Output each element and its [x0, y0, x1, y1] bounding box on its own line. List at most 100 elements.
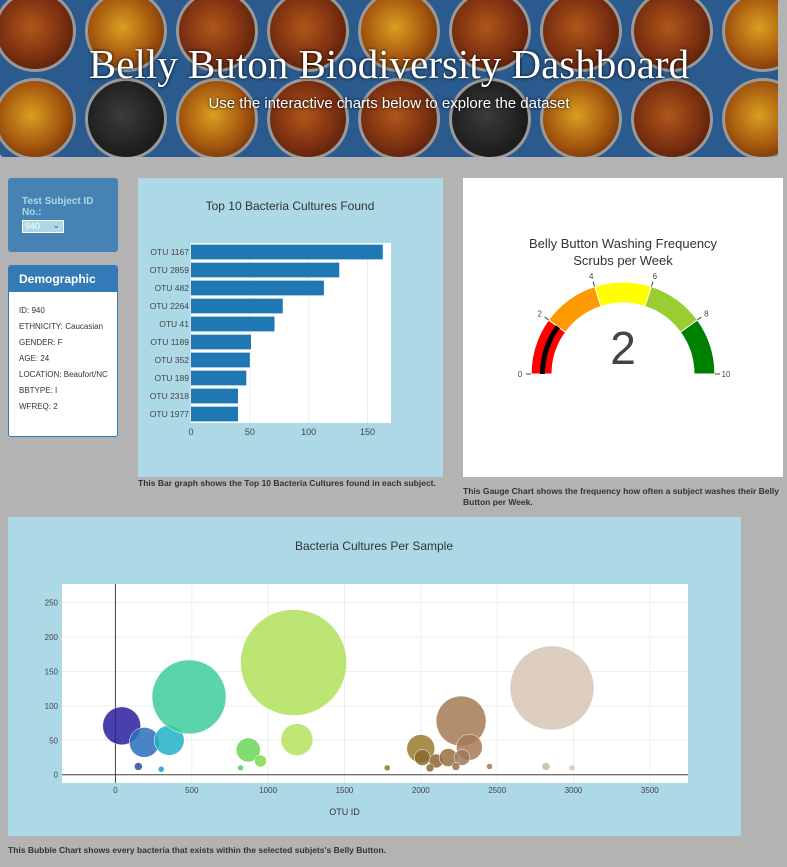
bar-y-tick-label: OTU 2859 — [150, 265, 189, 275]
petri-dish-image — [540, 0, 622, 72]
bar-y-tick-label: OTU 1977 — [150, 409, 189, 419]
gauge-chart[interactable]: Belly Button Washing Frequency Scrubs per… — [463, 178, 783, 477]
bubble-y-tick-label: 50 — [49, 736, 58, 745]
bubble-point — [254, 754, 267, 768]
gauge-tick — [544, 316, 549, 321]
bubble-point — [151, 659, 227, 735]
gauge-tick-label: 10 — [722, 370, 731, 379]
bubble-point — [425, 763, 435, 773]
bubble-point — [541, 762, 551, 771]
bubble-x-tick-label: 2000 — [412, 786, 430, 795]
bubble-point — [453, 749, 471, 766]
subject-id-value: 940 — [25, 221, 41, 231]
petri-dish-image — [267, 0, 349, 72]
chevron-down-icon: ⌄ — [52, 220, 60, 230]
petri-dish-image — [176, 0, 258, 72]
bubble-point — [486, 763, 493, 770]
bubble-x-tick-label: 500 — [185, 786, 199, 795]
bubble-point — [509, 645, 595, 731]
bar — [191, 280, 324, 296]
bubble-x-tick-label: 1000 — [259, 786, 277, 795]
gauge-tick-label: 4 — [589, 272, 594, 281]
bar-chart-caption: This Bar graph shows the Top 10 Bacteria… — [138, 478, 436, 488]
bubble-y-tick-label: 150 — [45, 667, 59, 676]
gauge-chart-panel: Belly Button Washing Frequency Scrubs per… — [463, 178, 783, 477]
bar-y-tick-label: OTU 352 — [155, 355, 190, 365]
gauge-tick — [650, 281, 654, 287]
bubble-y-tick-label: 250 — [45, 599, 59, 608]
gauge-value-bar — [540, 325, 560, 374]
petri-dish-image — [0, 0, 76, 72]
demographic-panel-title: Demographic Info — [9, 266, 117, 312]
gauge-tick-label: 8 — [704, 309, 709, 318]
subject-selector-well: Test Subject ID No.: 940 ⌄ — [8, 178, 118, 252]
bubble-y-tick-label: 100 — [45, 702, 59, 711]
demographic-panel: Demographic Info ID: 940 ETHNICITY: Cauc… — [8, 265, 118, 437]
bubble-point — [134, 762, 143, 771]
bubble-x-axis-label: OTU ID — [329, 807, 360, 817]
demo-age: AGE: 24 — [19, 354, 50, 363]
gauge-tick — [592, 281, 596, 287]
bar — [191, 370, 247, 386]
petri-dish-image — [358, 0, 440, 72]
petri-dish-image — [722, 78, 778, 157]
bar — [191, 406, 239, 422]
subject-select-label: Test Subject ID No.: — [22, 196, 94, 218]
petri-dish-image — [449, 78, 531, 157]
bar-y-tick-label: OTU 41 — [159, 319, 189, 329]
gauge-outline — [530, 281, 716, 375]
petri-dish-image — [449, 0, 531, 72]
bubble-point — [280, 723, 314, 756]
bubble-point — [383, 764, 391, 772]
bar-y-tick-label: OTU 1167 — [150, 247, 189, 257]
bar-y-tick-label: OTU 2318 — [150, 391, 189, 401]
demographic-panel-body: ID: 940 ETHNICITY: Caucasian GENDER: F A… — [9, 292, 117, 411]
gauge-tick-label: 0 — [518, 370, 523, 379]
page-title: Belly Buton Biodiversity Dashboard — [88, 41, 690, 87]
bar — [191, 352, 250, 368]
petri-dish-image — [176, 78, 258, 157]
petri-dish-image — [267, 78, 349, 157]
page-subtitle: Use the interactive charts below to expl… — [208, 95, 570, 112]
bar-x-tick-label: 150 — [360, 427, 375, 437]
bar — [191, 262, 340, 278]
bubble-point — [568, 764, 576, 772]
bar — [191, 316, 275, 332]
bubble-point — [157, 765, 165, 773]
gauge-tick-label: 6 — [653, 272, 658, 281]
demo-bbtype: BBTYPE: I — [19, 386, 58, 395]
gauge-tick-label: 2 — [537, 309, 542, 318]
petri-dish-image — [358, 78, 440, 157]
bubble-x-tick-label: 3000 — [565, 786, 583, 795]
gauge-tick — [697, 316, 702, 321]
petri-dish-image — [631, 78, 713, 157]
bar — [191, 388, 239, 404]
gauge-step — [593, 281, 653, 308]
bubble-y-tick-label: 0 — [54, 771, 59, 780]
bubble-point — [236, 737, 261, 763]
bar — [191, 298, 283, 314]
bubble-chart-panel: Bacteria Cultures Per Sample 0 500 1000 1500… — [8, 517, 741, 836]
subject-id-select[interactable]: 940 ⌄ — [22, 220, 64, 233]
petri-dish-image — [0, 78, 76, 157]
bubble-series — [102, 609, 595, 773]
gauge-chart-caption: This Gauge Chart shows the frequency how… — [463, 486, 779, 507]
demo-ethnicity: ETHNICITY: Caucasian — [19, 322, 104, 331]
bar-y-tick-label: OTU 189 — [155, 373, 190, 383]
gauge-title: Belly Button Washing Frequency — [529, 236, 718, 251]
gauge-value-number: 2 — [610, 322, 636, 374]
bubble-point — [237, 764, 244, 772]
gauge-step — [679, 319, 716, 375]
demo-id: ID: 940 — [19, 306, 45, 315]
header-banner: Belly Buton Biodiversity Dashboard Use t… — [0, 0, 778, 157]
petri-dish-image — [85, 0, 167, 72]
bar-y-tick-label: OTU 1189 — [150, 337, 189, 347]
gauge-step — [547, 285, 602, 333]
bar-y-tick-label: OTU 482 — [155, 283, 190, 293]
bar-chart-title: Top 10 Bacteria Cultures Found — [206, 199, 375, 213]
bar-chart[interactable]: Top 10 Bacteria Cultures Found 0 50 100 150 O… — [138, 178, 443, 477]
bar-x-tick-label: 100 — [301, 427, 316, 437]
demo-location: LOCATION: Beaufort/NC — [19, 370, 108, 379]
bubble-chart-caption: This Bubble Chart shows every bacteria t… — [8, 845, 387, 855]
